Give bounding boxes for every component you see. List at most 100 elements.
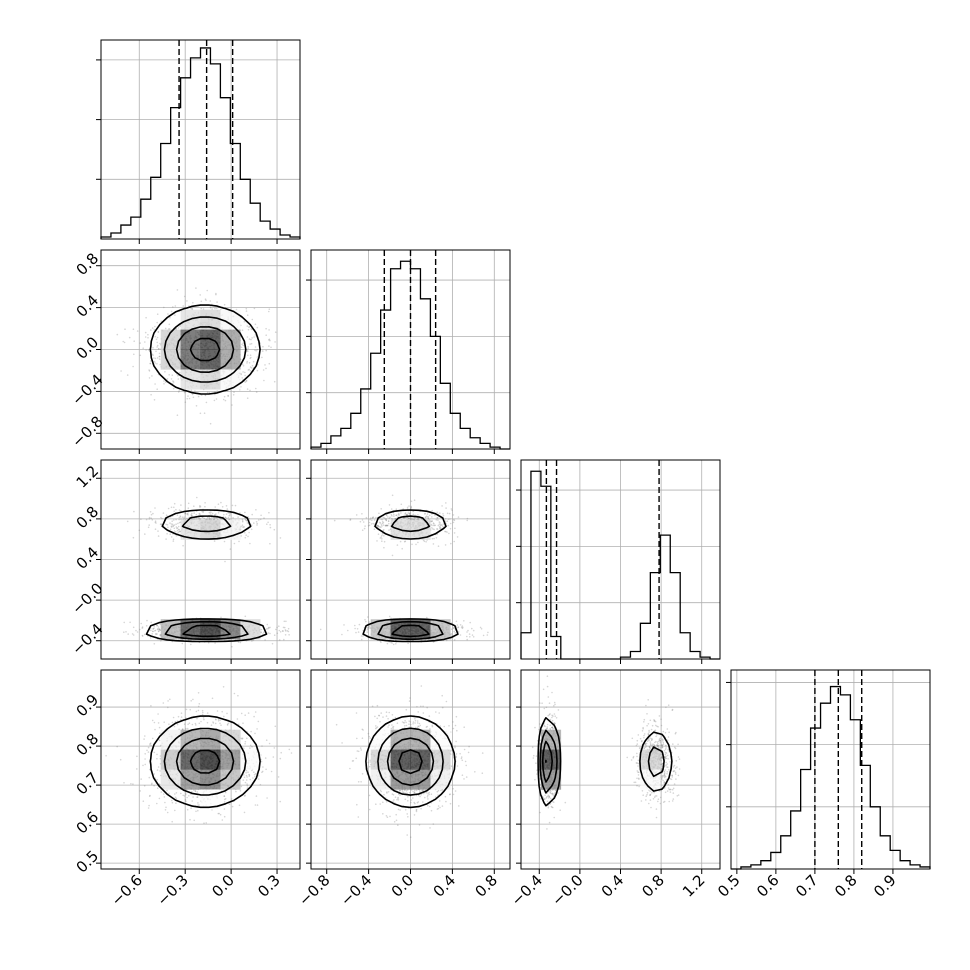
histogram-2 xyxy=(520,470,720,660)
scatter-point xyxy=(444,530,446,533)
scatter-point xyxy=(469,621,472,624)
scatter-point xyxy=(245,769,248,772)
scatter-point xyxy=(480,628,483,630)
scatter-point xyxy=(155,338,158,341)
scatter-point xyxy=(156,313,159,316)
scatter-point xyxy=(244,743,246,745)
scatter-point xyxy=(175,327,178,330)
scatter-point xyxy=(171,799,173,802)
scatter-point xyxy=(373,519,376,521)
scatter-point xyxy=(246,360,248,363)
scatter-point xyxy=(188,722,191,724)
scatter-point xyxy=(122,340,124,343)
scatter-point xyxy=(145,625,148,627)
scatter-point xyxy=(145,316,147,319)
scatter-point xyxy=(427,515,430,518)
scatter-point xyxy=(187,502,190,505)
scatter-point xyxy=(391,515,393,517)
scatter-point xyxy=(269,626,271,629)
scatter-point xyxy=(153,721,156,724)
scatter-point xyxy=(280,751,283,754)
scatter-point xyxy=(259,783,262,786)
scatter-point xyxy=(178,529,180,531)
scatter-point xyxy=(151,630,154,633)
scatter-point xyxy=(176,289,179,291)
scatter-point xyxy=(255,391,258,393)
scatter-point xyxy=(193,512,195,514)
scatter-point xyxy=(223,540,226,543)
scatter-point xyxy=(157,713,159,715)
scatter-point xyxy=(173,506,175,509)
scatter-point xyxy=(126,520,129,523)
scatter-point xyxy=(227,395,229,397)
scatter-point xyxy=(223,815,226,818)
scatter-point xyxy=(233,542,236,545)
scatter-point xyxy=(448,532,450,535)
scatter-point xyxy=(256,804,259,806)
scatter-point xyxy=(231,404,233,406)
scatter-point xyxy=(203,822,205,824)
scatter-point xyxy=(152,354,154,357)
scatter-point xyxy=(178,371,181,374)
scatter-point xyxy=(156,778,158,781)
scatter-point xyxy=(453,532,456,534)
scatter-point xyxy=(472,629,475,632)
scatter-point xyxy=(148,776,151,779)
scatter-point xyxy=(269,339,271,342)
scatter-point xyxy=(141,626,144,628)
scatter-point xyxy=(393,515,395,517)
scatter-point xyxy=(386,642,389,645)
scatter-point xyxy=(436,511,439,514)
scatter-point xyxy=(245,519,247,521)
scatter-point xyxy=(140,778,142,780)
scatter-point xyxy=(365,516,368,519)
scatter-point xyxy=(278,629,281,632)
histogram-0 xyxy=(100,47,301,239)
scatter-point xyxy=(446,512,449,515)
scatter-point xyxy=(454,632,457,634)
y-tick-label: 1.2 xyxy=(73,462,103,492)
scatter-point xyxy=(202,711,204,714)
scatter-point xyxy=(436,516,439,519)
scatter-point xyxy=(271,642,274,645)
scatter-point xyxy=(401,547,404,550)
scatter-point xyxy=(459,634,462,636)
scatter-point xyxy=(253,307,256,310)
scatter-point xyxy=(445,639,448,642)
scatter-point xyxy=(249,778,251,781)
scatter-point xyxy=(453,639,456,641)
scatter-point xyxy=(177,391,180,393)
scatter-point xyxy=(225,513,228,515)
scatter-point xyxy=(487,631,489,634)
scatter-point xyxy=(368,625,371,627)
scatter-point xyxy=(177,522,179,525)
scatter-point xyxy=(354,624,356,627)
scatter-point xyxy=(166,524,169,526)
scatter-point xyxy=(244,714,246,716)
scatter-point xyxy=(147,526,150,529)
scatter-point xyxy=(154,520,157,522)
scatter-point xyxy=(472,636,475,638)
scatter-point xyxy=(120,370,122,372)
scatter-point xyxy=(369,518,371,521)
scatter-point xyxy=(196,796,198,798)
scatter-point xyxy=(153,784,155,787)
scatter-point xyxy=(390,508,393,510)
scatter-point xyxy=(371,519,373,522)
scatter-point xyxy=(268,308,271,311)
scatter-point xyxy=(224,560,226,563)
scatter-point xyxy=(170,506,173,509)
scatter-point xyxy=(268,310,270,313)
scatter-point xyxy=(184,512,186,515)
scatter-point xyxy=(180,504,182,506)
scatter-point xyxy=(417,541,419,544)
scatter-point xyxy=(116,333,119,336)
scatter-point xyxy=(418,518,420,520)
scatter-point xyxy=(158,627,160,630)
scatter-point xyxy=(169,528,172,531)
scatter-point xyxy=(455,620,458,623)
scatter-point xyxy=(158,347,160,350)
scatter-point xyxy=(375,516,377,519)
scatter-point xyxy=(249,357,251,360)
scatter-point xyxy=(394,517,397,520)
